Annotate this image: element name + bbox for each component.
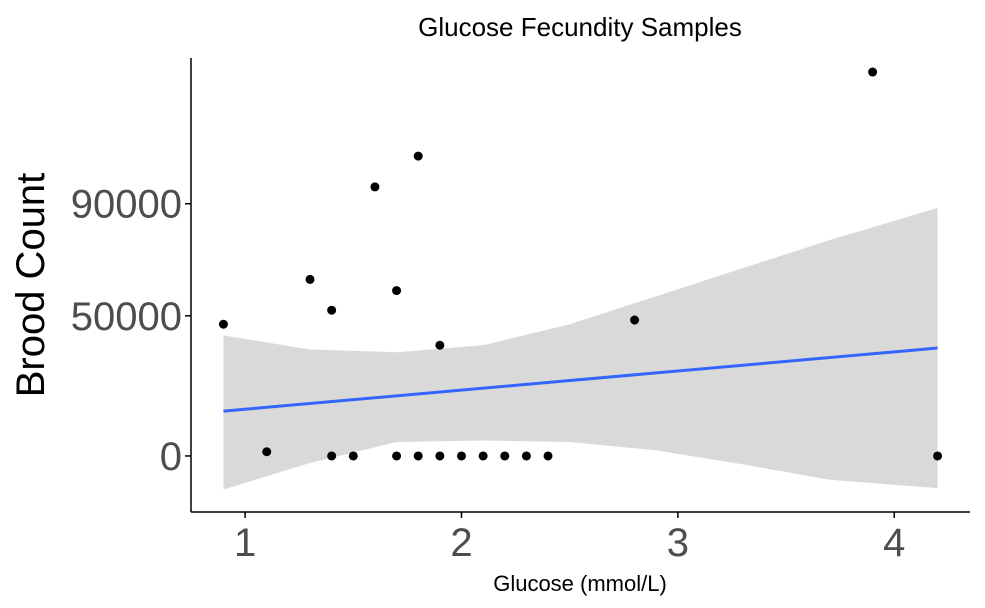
data-point — [478, 451, 488, 461]
data-point — [327, 451, 337, 461]
data-point — [933, 451, 943, 461]
data-point — [348, 451, 358, 461]
x-tick-label: 4 — [883, 521, 905, 565]
data-point — [413, 451, 423, 461]
confidence-band-layer — [223, 207, 938, 490]
data-point — [392, 451, 402, 461]
y-axis-ticks: 0 50000 90000 — [71, 183, 191, 479]
data-point — [413, 151, 423, 161]
y-axis-label: Brood Count — [9, 173, 53, 398]
data-point — [370, 182, 380, 192]
data-point — [868, 67, 878, 77]
data-point — [218, 319, 228, 329]
confidence-band — [223, 207, 938, 490]
data-point — [521, 451, 531, 461]
data-point — [262, 447, 272, 457]
x-tick-label: 3 — [667, 521, 689, 565]
x-tick-label: 2 — [450, 521, 472, 565]
data-point — [392, 286, 402, 296]
fit-line — [223, 346, 938, 413]
data-point — [305, 274, 315, 284]
data-point — [327, 305, 337, 315]
x-tick-label: 1 — [234, 521, 256, 565]
x-axis-label: Glucose (mmol/L) — [493, 571, 667, 596]
data-point — [435, 340, 445, 350]
y-tick-label: 90000 — [71, 183, 182, 227]
chart-title: Glucose Fecundity Samples — [418, 12, 742, 42]
data-point — [456, 451, 466, 461]
x-axis-ticks: 1 2 3 4 — [234, 512, 905, 565]
fit-line-layer — [223, 346, 938, 413]
y-tick-label: 0 — [160, 435, 182, 479]
data-point — [630, 315, 640, 325]
data-point — [543, 451, 553, 461]
data-point — [500, 451, 510, 461]
y-tick-label: 50000 — [71, 295, 182, 339]
points-layer — [218, 67, 943, 461]
data-point — [435, 451, 445, 461]
